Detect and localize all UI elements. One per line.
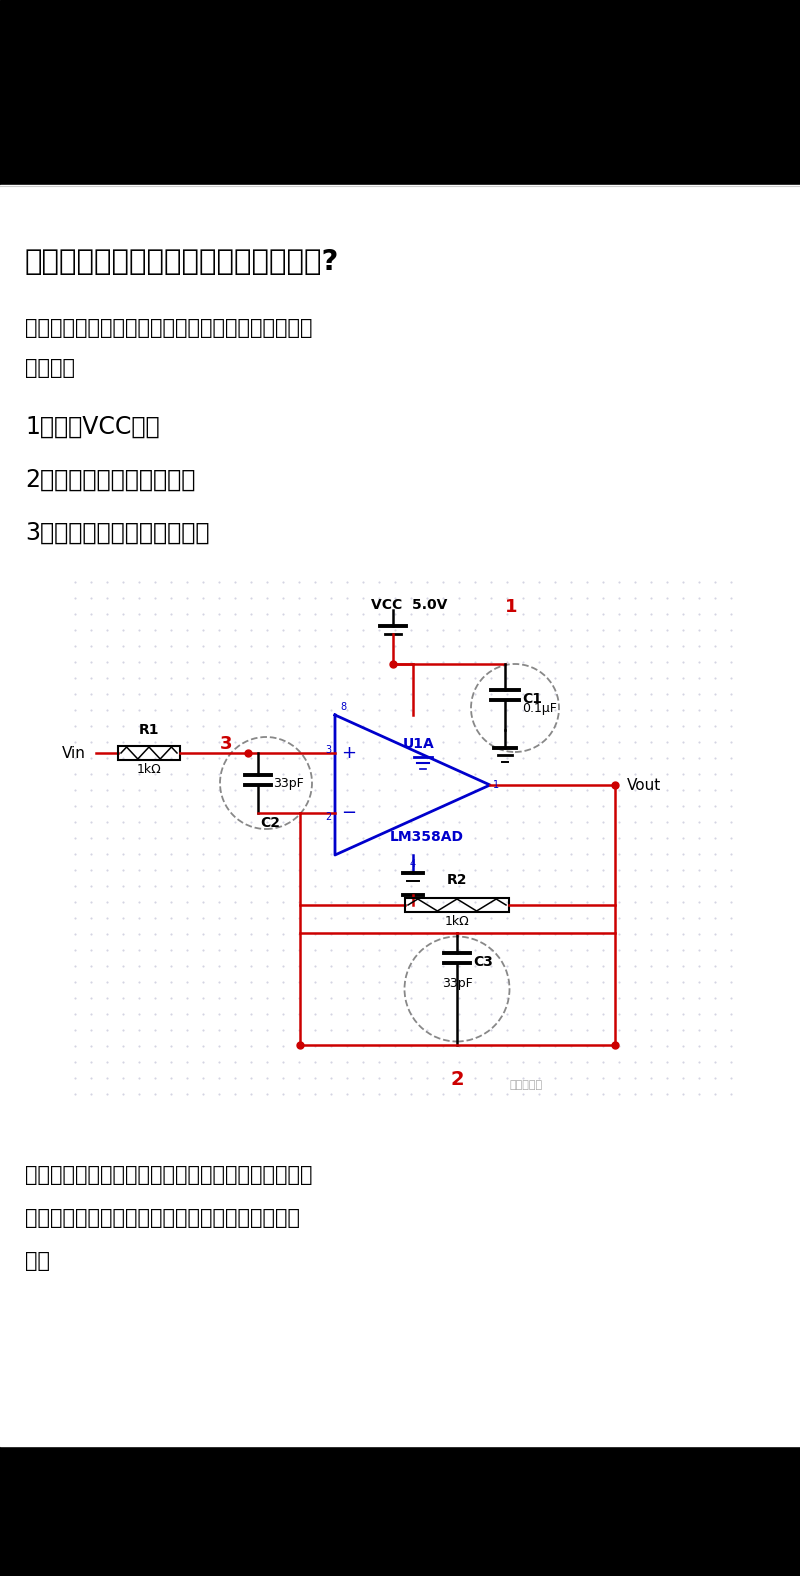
Text: 硬件笔记牛: 硬件笔记牛 bbox=[510, 1080, 543, 1091]
Bar bbox=[405, 898, 509, 913]
Text: 8: 8 bbox=[340, 701, 346, 712]
Text: 运放电路中的这几个电容，都有什么用?: 运放电路中的这几个电容，都有什么用? bbox=[25, 247, 339, 276]
Text: 1kΩ: 1kΩ bbox=[137, 763, 162, 775]
Text: 4: 4 bbox=[410, 859, 416, 868]
Text: R1: R1 bbox=[138, 723, 159, 738]
Bar bbox=[118, 745, 180, 760]
Bar bbox=[0, 184, 800, 1447]
Text: 1kΩ: 1kΩ bbox=[445, 916, 470, 928]
Text: 33pF: 33pF bbox=[442, 977, 472, 990]
Text: 1、电源VCC到地: 1、电源VCC到地 bbox=[25, 414, 160, 440]
Text: 就算不要这几个电容，电路好像也能工作，但电路设: 就算不要这几个电容，电路好像也能工作，但电路设 bbox=[25, 1165, 313, 1185]
Text: 呢？: 呢？ bbox=[25, 1251, 50, 1270]
Bar bbox=[0, 1447, 800, 1576]
Text: 2: 2 bbox=[450, 1070, 464, 1089]
Text: 2、反馈输入输出引脚之间: 2、反馈输入输出引脚之间 bbox=[25, 468, 195, 492]
Text: 分别是：: 分别是： bbox=[25, 358, 75, 378]
Text: Vout: Vout bbox=[627, 777, 662, 793]
Text: R2: R2 bbox=[446, 873, 467, 887]
Text: LM358AD: LM358AD bbox=[390, 831, 464, 845]
Text: +: + bbox=[342, 744, 357, 763]
Text: 1: 1 bbox=[505, 597, 518, 616]
Text: 0.1μF: 0.1μF bbox=[522, 701, 557, 716]
Text: VCC  5.0V: VCC 5.0V bbox=[371, 597, 447, 611]
Text: 2: 2 bbox=[325, 812, 331, 823]
Text: 3: 3 bbox=[325, 745, 331, 755]
Text: 33pF: 33pF bbox=[273, 777, 304, 790]
Text: U1A: U1A bbox=[403, 738, 434, 752]
Text: Vin: Vin bbox=[62, 745, 86, 761]
Text: C2: C2 bbox=[260, 816, 280, 831]
Text: 3、正负两输入端之间的电容: 3、正负两输入端之间的电容 bbox=[25, 522, 210, 545]
Text: 1: 1 bbox=[493, 780, 499, 790]
Text: C3: C3 bbox=[473, 955, 493, 969]
Bar bbox=[0, 0, 800, 184]
Text: 计一般都会加上，那么这几个电容分别有什么作用: 计一般都会加上，那么这几个电容分别有什么作用 bbox=[25, 1207, 300, 1228]
Text: C1: C1 bbox=[522, 692, 542, 706]
Text: 3: 3 bbox=[220, 734, 233, 753]
Text: −: − bbox=[342, 804, 357, 823]
Text: 在运放电路中，大家可能会经常看到这么几个电容，: 在运放电路中，大家可能会经常看到这么几个电容， bbox=[25, 318, 313, 337]
